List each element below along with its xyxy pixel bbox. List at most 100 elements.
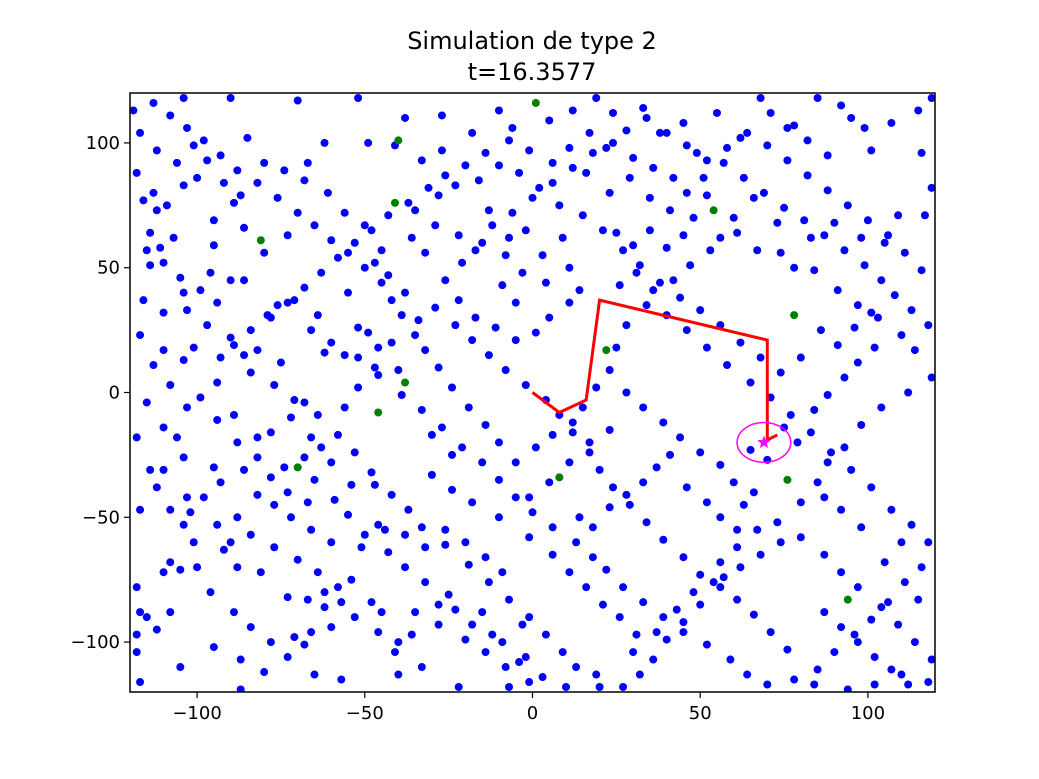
blue-point bbox=[172, 433, 181, 442]
blue-point bbox=[927, 655, 935, 664]
blue-point bbox=[716, 460, 725, 469]
green-point bbox=[256, 236, 265, 245]
blue-point bbox=[273, 301, 282, 310]
blue-point bbox=[179, 520, 188, 529]
blue-point bbox=[555, 201, 564, 210]
blue-point bbox=[216, 353, 225, 362]
blue-point bbox=[478, 608, 487, 617]
blue-point bbox=[494, 161, 503, 170]
blue-point bbox=[605, 188, 614, 197]
blue-point bbox=[260, 248, 269, 257]
blue-point bbox=[266, 428, 275, 437]
blue-point bbox=[853, 583, 862, 592]
blue-point bbox=[152, 483, 161, 492]
blue-point bbox=[823, 458, 832, 467]
blue-point bbox=[900, 248, 909, 257]
blue-point bbox=[696, 448, 705, 457]
blue-point bbox=[159, 258, 168, 267]
blue-point bbox=[736, 563, 745, 572]
blue-point bbox=[635, 261, 644, 270]
blue-point bbox=[236, 191, 245, 200]
x-tick-label: 0 bbox=[527, 703, 538, 724]
blue-point bbox=[407, 630, 416, 639]
blue-point bbox=[417, 156, 426, 165]
blue-point bbox=[830, 218, 839, 227]
blue-point bbox=[333, 253, 342, 262]
blue-point bbox=[796, 498, 805, 507]
blue-point bbox=[649, 163, 658, 172]
blue-point bbox=[642, 301, 651, 310]
blue-point bbox=[568, 163, 577, 172]
blue-point bbox=[471, 246, 480, 255]
blue-point bbox=[441, 540, 450, 549]
blue-point bbox=[136, 678, 145, 687]
blue-point bbox=[884, 231, 893, 240]
blue-point bbox=[454, 683, 463, 692]
blue-point bbox=[132, 433, 141, 442]
blue-point bbox=[290, 296, 299, 305]
blue-point bbox=[327, 338, 336, 347]
blue-point bbox=[810, 266, 819, 275]
blue-point bbox=[437, 111, 446, 120]
blue-point bbox=[837, 505, 846, 514]
blue-point bbox=[917, 563, 926, 572]
blue-point bbox=[323, 188, 332, 197]
blue-point bbox=[451, 321, 460, 330]
blue-point bbox=[367, 598, 376, 607]
blue-point bbox=[303, 498, 312, 507]
blue-point bbox=[313, 311, 322, 320]
blue-point bbox=[800, 216, 809, 225]
blue-point bbox=[421, 346, 430, 355]
blue-point bbox=[562, 683, 571, 692]
blue-point bbox=[166, 558, 175, 567]
blue-point bbox=[739, 500, 748, 509]
blue-point bbox=[166, 381, 175, 390]
green-point bbox=[531, 98, 540, 107]
blue-point bbox=[216, 151, 225, 160]
blue-point bbox=[541, 630, 550, 639]
blue-point bbox=[622, 321, 631, 330]
blue-point bbox=[877, 276, 886, 285]
blue-point bbox=[364, 138, 373, 147]
blue-point bbox=[756, 550, 765, 559]
blue-point bbox=[642, 113, 651, 122]
blue-point bbox=[448, 450, 456, 459]
blue-point bbox=[719, 158, 728, 167]
blue-point bbox=[377, 246, 386, 255]
blue-point bbox=[924, 321, 933, 330]
blue-point bbox=[790, 263, 799, 272]
blue-point bbox=[578, 211, 587, 220]
blue-point bbox=[568, 428, 577, 437]
blue-point bbox=[283, 488, 292, 497]
blue-point bbox=[927, 93, 935, 102]
blue-point bbox=[843, 201, 852, 210]
blue-point bbox=[548, 158, 557, 167]
blue-point bbox=[411, 206, 420, 215]
blue-point bbox=[780, 423, 789, 432]
blue-point bbox=[679, 618, 688, 627]
blue-point bbox=[159, 465, 168, 474]
blue-point bbox=[417, 523, 426, 532]
blue-point bbox=[176, 565, 185, 574]
blue-point bbox=[592, 670, 601, 679]
blue-point bbox=[246, 326, 255, 335]
blue-point bbox=[615, 281, 624, 290]
blue-point bbox=[370, 363, 379, 372]
blue-point bbox=[904, 388, 913, 397]
blue-point bbox=[538, 673, 547, 682]
blue-point bbox=[189, 343, 198, 352]
blue-point bbox=[863, 216, 872, 225]
blue-point bbox=[387, 338, 396, 347]
blue-point bbox=[360, 263, 369, 272]
blue-point bbox=[857, 233, 866, 242]
blue-point bbox=[746, 378, 755, 387]
blue-point bbox=[746, 445, 755, 454]
blue-point bbox=[300, 640, 309, 649]
green-point bbox=[783, 475, 792, 484]
blue-point bbox=[538, 251, 547, 260]
blue-point bbox=[280, 463, 289, 472]
blue-point bbox=[870, 680, 879, 689]
blue-point bbox=[354, 93, 363, 102]
blue-point bbox=[350, 238, 359, 247]
blue-point bbox=[917, 148, 926, 157]
